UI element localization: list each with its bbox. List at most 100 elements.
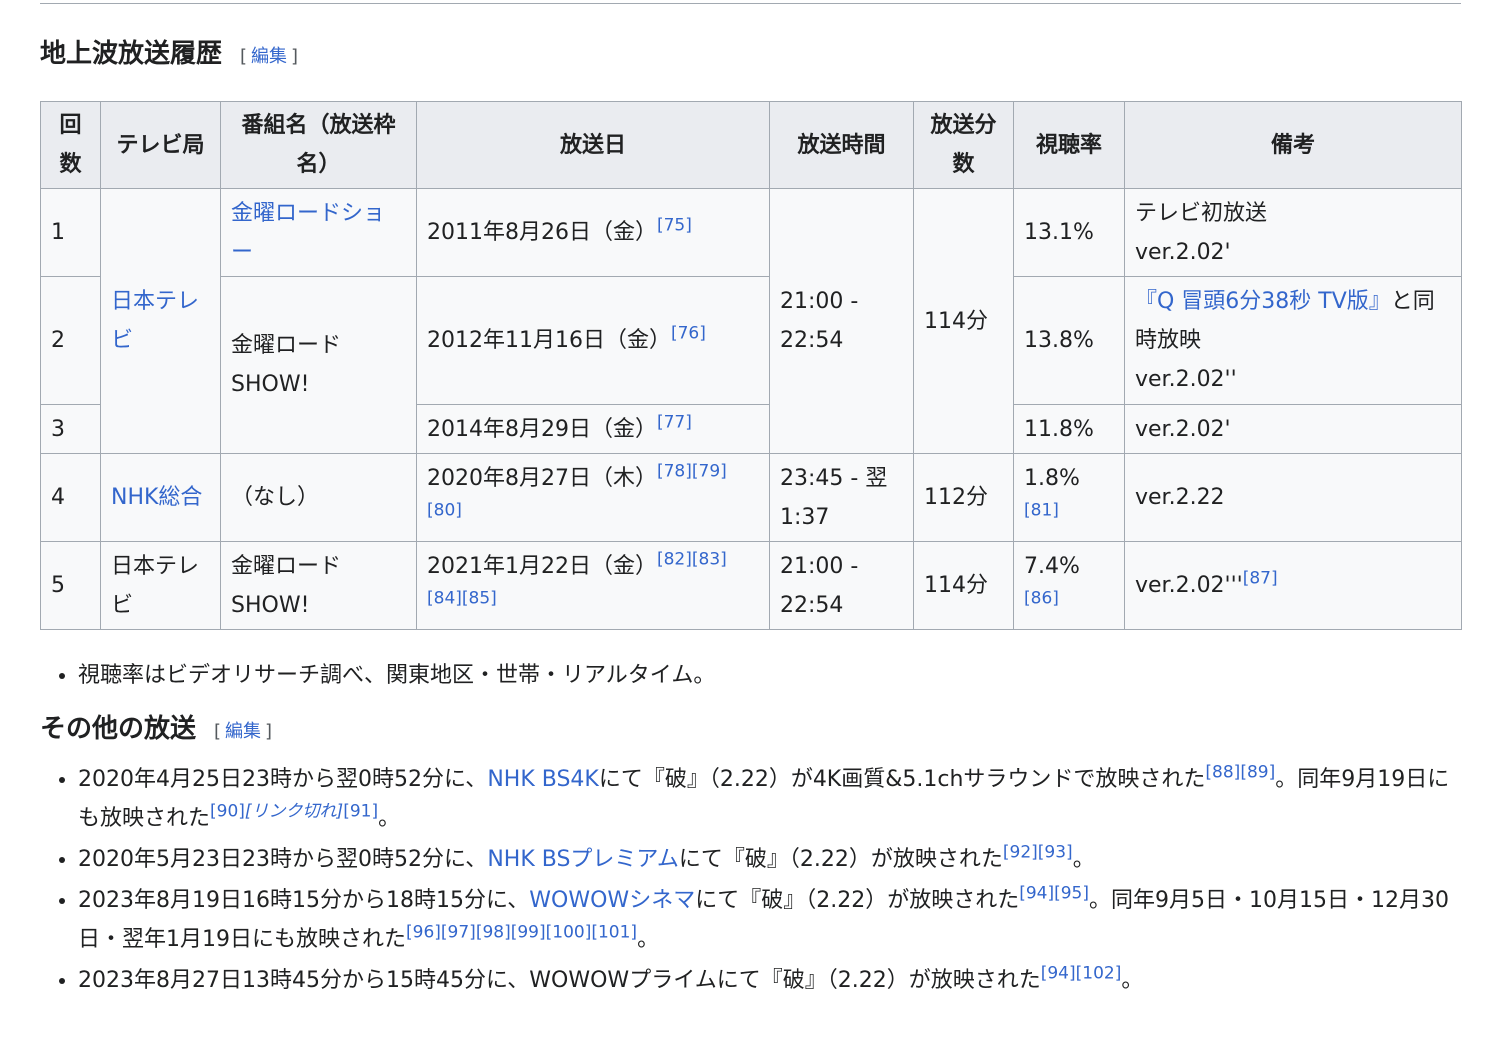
- edit-section: [編集]: [214, 721, 272, 742]
- text: 2020年5月23日23時から翌0時52分に、: [78, 847, 488, 872]
- refs: [81]: [1024, 500, 1059, 520]
- reference-link[interactable]: [102]: [1075, 963, 1122, 984]
- text: ver.2.02''': [1135, 573, 1243, 598]
- cell: テレビ初放送 ver.2.02': [1124, 188, 1462, 277]
- reference: [100]: [546, 923, 592, 943]
- link[interactable]: NHK BSプレミアム: [487, 847, 679, 872]
- reference[interactable]: [85]: [461, 588, 497, 609]
- reference-link[interactable]: [100]: [545, 922, 592, 943]
- link[interactable]: WOWOWシネマ: [529, 888, 696, 913]
- link[interactable]: 『Q 冒頭6分38秒 TV版』: [1135, 289, 1391, 314]
- reference[interactable]: [78]: [656, 461, 692, 482]
- text: 。同年9月19日にも放映された: [78, 767, 1450, 831]
- reference[interactable]: [87]: [1242, 568, 1278, 589]
- text: 。: [1121, 968, 1144, 993]
- reference[interactable]: [76]: [670, 323, 706, 344]
- cell: 2011年8月26日（金）[75]: [416, 188, 770, 277]
- reference-link[interactable]: [88]: [1205, 762, 1241, 783]
- reference: [88]: [1205, 763, 1240, 783]
- refs: [86]: [1024, 588, 1059, 608]
- refs: [87]: [1243, 569, 1278, 589]
- refs: [75]: [657, 216, 692, 236]
- broadcast-list: 2020年4月25日23時から翌0時52分に、NHK BS4K にて『破』（2.2…: [40, 760, 1461, 1000]
- reference: [95]: [1054, 884, 1089, 904]
- list-item: 2023年8月19日16時15分から18時15分に、WOWOWシネマにて『破』（…: [78, 881, 1461, 959]
- link[interactable]: 日本テレビ: [111, 289, 200, 353]
- reference[interactable]: [86]: [1024, 588, 1059, 609]
- cell: 114分: [913, 188, 1014, 454]
- reference: [101]: [591, 923, 637, 943]
- text: 。: [378, 806, 401, 831]
- cell: ver.2.02'''[87]: [1124, 541, 1462, 630]
- reference-link[interactable]: [94]: [1019, 883, 1055, 904]
- cell: 2: [40, 276, 101, 405]
- text: と同時放映: [1135, 289, 1435, 353]
- reference-link[interactable]: [89]: [1240, 762, 1276, 783]
- text: 1.8%: [1024, 465, 1080, 491]
- text: 。同年9月5日・10月15日・12月30日・翌年1月19日にも放映された: [78, 888, 1449, 952]
- reference-link[interactable]: [92]: [1002, 842, 1038, 863]
- text: 2023年8月27日13時45分から15時45分に、WOWOWプライムにて『破』…: [78, 968, 1041, 993]
- reference: [99]: [511, 923, 546, 943]
- reference: [リンク切れ]: [245, 802, 343, 822]
- reference[interactable]: [79]: [691, 461, 727, 482]
- column-header: 放送時間: [769, 101, 914, 189]
- text: 。: [637, 927, 660, 952]
- footnote: 視聴率はビデオリサーチ調べ、関東地区・世帯・リアルタイム。: [78, 656, 1461, 695]
- cell: 『Q 冒頭6分38秒 TV版』と同時放映 ver.2.02'': [1124, 276, 1462, 405]
- text: 2020年8月27日（木）: [427, 465, 657, 491]
- text: 。: [1072, 847, 1095, 872]
- reference[interactable]: [75]: [656, 215, 692, 236]
- reference: [94]: [1041, 964, 1076, 984]
- cell: 23:45 - 翌1:37: [769, 453, 914, 542]
- bracket: ]: [291, 46, 299, 67]
- column-header: 視聴率: [1013, 101, 1125, 189]
- link[interactable]: NHK総合: [111, 485, 203, 510]
- reference-link[interactable]: [93]: [1037, 842, 1073, 863]
- cell: 21:00 - 22:54: [769, 541, 914, 630]
- column-header: 備考: [1124, 101, 1462, 189]
- reference[interactable]: [82]: [656, 549, 692, 570]
- cell: 金曜ロードSHOW!: [220, 276, 417, 454]
- reference[interactable]: [81]: [1024, 500, 1059, 521]
- edit-section: [編集]: [240, 46, 298, 67]
- reference-link[interactable]: [97]: [440, 922, 476, 943]
- reference[interactable]: [83]: [691, 549, 727, 570]
- cell: 112分: [913, 453, 1014, 542]
- edit-link[interactable]: 編集: [251, 46, 288, 67]
- reference-link[interactable]: [94]: [1040, 963, 1076, 984]
- reference-link[interactable]: [99]: [510, 922, 546, 943]
- list-item: 2020年5月23日23時から翌0時52分に、NHK BSプレミアムにて『破』（…: [78, 840, 1461, 879]
- reference[interactable]: [80]: [427, 500, 462, 521]
- link[interactable]: NHK BS4K: [487, 767, 599, 792]
- column-header: テレビ局: [100, 101, 221, 189]
- column-header: 放送日: [416, 101, 770, 189]
- link[interactable]: 金曜ロードショー: [231, 200, 386, 265]
- reference-link[interactable]: [98]: [475, 922, 511, 943]
- bracket: [: [214, 721, 222, 742]
- section-heading: 地上波放送履歴 [編集]: [40, 34, 1461, 77]
- content: 地上波放送履歴[編集] 回数 テレビ局 番組名（放送枠名） 放送日 放送時間 放送分数 視聴…: [40, 0, 1462, 1002]
- text: にて『破』（2.22）が放映された: [695, 888, 1020, 913]
- reference-link[interactable]: [90]: [210, 801, 245, 822]
- reference-link[interactable]: [101]: [591, 922, 638, 943]
- reference-link[interactable]: [96]: [406, 922, 441, 943]
- cell: 7.4% [86]: [1013, 541, 1125, 630]
- reference: [102]: [1076, 964, 1122, 984]
- reference: [93]: [1038, 843, 1073, 863]
- cell: 2021年1月22日（金）[82][83] [84][85]: [416, 541, 770, 630]
- refs: [77]: [657, 412, 692, 432]
- cell: （なし）: [220, 453, 417, 542]
- divider: [40, 3, 1461, 4]
- reference[interactable]: [77]: [656, 412, 692, 433]
- text: 2020年4月25日23時から翌0時52分に、: [78, 767, 488, 792]
- heading-text: その他の放送: [40, 714, 197, 744]
- reference[interactable]: [84]: [427, 588, 462, 609]
- reference-link[interactable]: [95]: [1054, 883, 1090, 904]
- column-header: 番組名（放送枠名）: [220, 101, 417, 189]
- reference-link[interactable]: [91]: [343, 801, 379, 822]
- reference-link[interactable]: [リンク切れ]: [244, 801, 344, 822]
- column-header: 放送分数: [913, 101, 1014, 189]
- edit-link[interactable]: 編集: [225, 721, 262, 742]
